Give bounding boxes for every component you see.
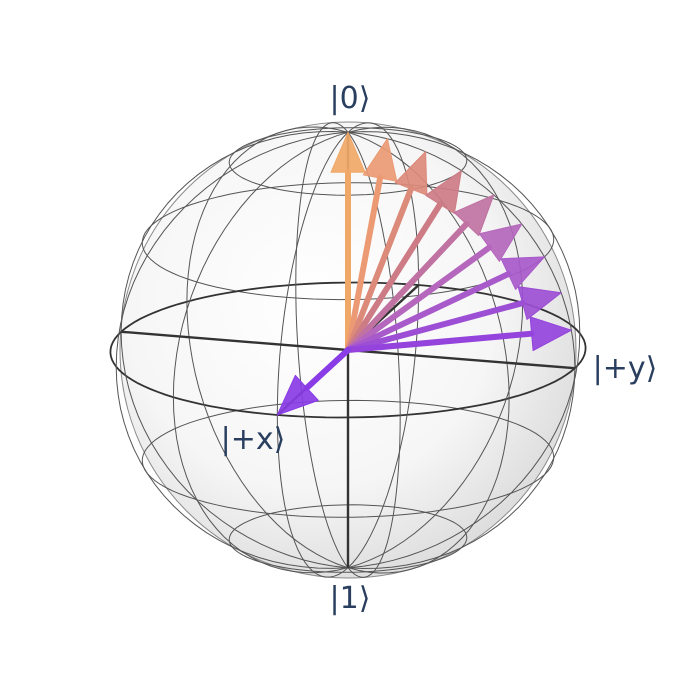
- state-arrow: [345, 316, 572, 353]
- state-arrow: [276, 347, 351, 416]
- state-arrow: [345, 138, 398, 353]
- label-ket-1: |1⟩: [330, 581, 371, 616]
- state-arrow: [345, 170, 462, 353]
- label-ket-plus-x: |+x⟩: [221, 422, 286, 457]
- state-arrow: [345, 286, 562, 353]
- state-arrows: [276, 131, 572, 416]
- state-arrow: [345, 194, 495, 353]
- meridian-line: [172, 126, 524, 574]
- state-arrow: [345, 223, 523, 353]
- meridian-line: [186, 126, 510, 574]
- label-ket-plus-y: |+y⟩: [593, 351, 658, 386]
- label-ket-0: |0⟩: [330, 81, 371, 116]
- state-arrow: [345, 151, 428, 353]
- meridian-line: [276, 122, 420, 578]
- meridian-line: [115, 131, 581, 569]
- state-arrow: [330, 131, 366, 353]
- state-arrow: [345, 256, 545, 353]
